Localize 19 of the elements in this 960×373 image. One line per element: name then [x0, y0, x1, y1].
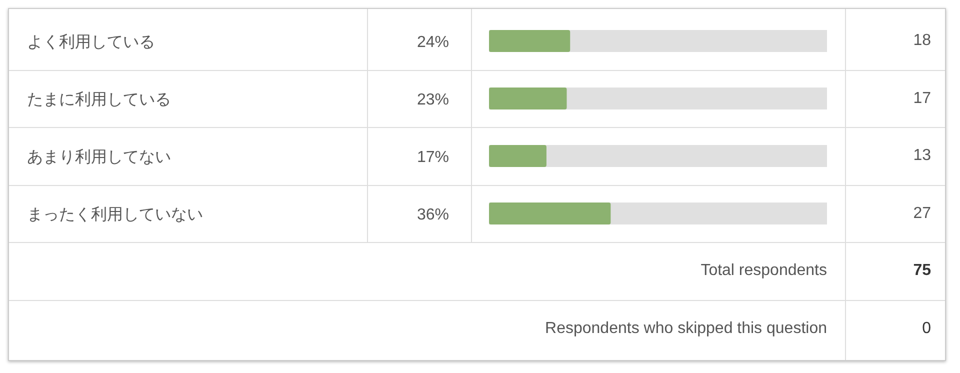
text: Total respondents — [700, 262, 827, 280]
y-tick-label: まったく利用していない — [27, 205, 203, 224]
data-label: 24% — [416, 34, 449, 51]
data-label: 36% — [416, 206, 449, 224]
bar — [489, 88, 567, 110]
y-tick-label: あまり利用してない — [27, 148, 171, 166]
bar — [489, 145, 546, 167]
y-tick-label: よく利用している — [27, 32, 155, 51]
text: 27 — [913, 204, 931, 222]
y-tick-label: たまに利用している — [27, 90, 171, 108]
data-label: 23% — [416, 92, 449, 108]
text: 75 — [913, 262, 931, 280]
text: Respondents who skipped this question — [545, 320, 827, 338]
bar — [489, 30, 570, 52]
text: 17 — [913, 90, 931, 108]
data-label: 17% — [416, 149, 449, 166]
text: 18 — [913, 32, 931, 50]
text: 13 — [913, 147, 931, 165]
text: 0 — [922, 320, 931, 338]
